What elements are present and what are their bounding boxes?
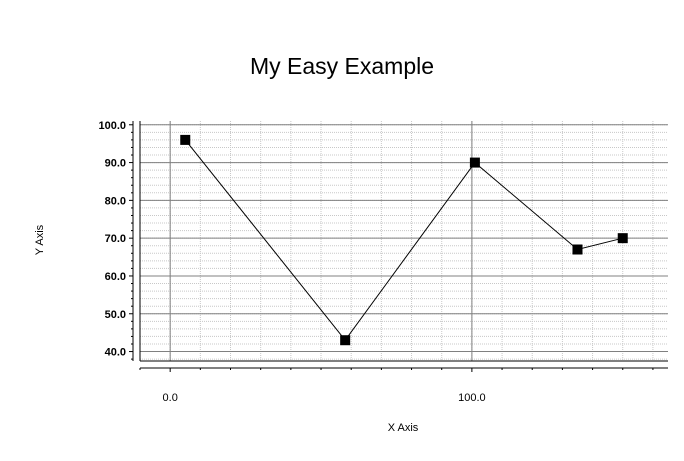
y-tick-label: 70.0 bbox=[105, 233, 126, 245]
data-point-marker bbox=[572, 244, 583, 255]
data-point-marker bbox=[469, 157, 480, 168]
plot-area bbox=[140, 121, 668, 361]
grid bbox=[139, 121, 668, 361]
axes bbox=[129, 121, 668, 372]
data-point-marker bbox=[617, 233, 628, 244]
chart-title: My Easy Example bbox=[250, 53, 434, 79]
y-tick-label: 50.0 bbox=[105, 309, 126, 321]
data-point-marker bbox=[340, 335, 351, 346]
y-tick-label: 60.0 bbox=[105, 271, 126, 283]
x-axis-label: X Axis bbox=[388, 422, 419, 434]
tick-labels: 40.0 50.0 60.0 70.0 80.0 90.0 100.0 0.0 100.0 bbox=[98, 120, 485, 404]
y-tick-label: 90.0 bbox=[105, 158, 126, 170]
data-point-marker bbox=[180, 134, 191, 145]
x-tick-label: 0.0 bbox=[163, 392, 178, 404]
y-tick-label: 80.0 bbox=[105, 195, 126, 207]
y-tick-label: 100.0 bbox=[98, 120, 126, 132]
y-axis-label: Y Axis bbox=[34, 224, 46, 255]
x-tick-label: 100.0 bbox=[458, 392, 486, 404]
y-tick-label: 40.0 bbox=[105, 347, 126, 359]
series bbox=[180, 134, 628, 346]
